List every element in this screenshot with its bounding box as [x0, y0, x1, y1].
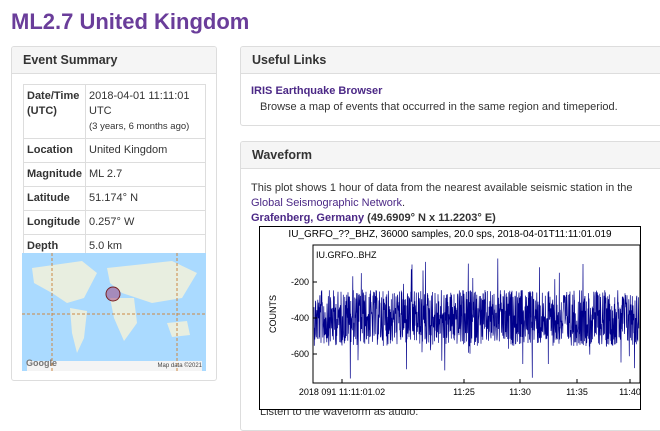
- value-text: 2018-04-01 11:11:01 UTC: [89, 90, 190, 117]
- land: [110, 298, 137, 341]
- x-tick-label: 11:30: [509, 387, 531, 397]
- land: [107, 261, 197, 303]
- land: [32, 261, 97, 303]
- intro-end: .: [402, 197, 406, 209]
- trace-path: [313, 258, 640, 379]
- row-label: Date/Time (UTC): [23, 84, 86, 139]
- useful-links-panel: Useful Links IRIS Earthquake Browser Bro…: [240, 46, 660, 126]
- land: [70, 308, 87, 353]
- row-label: Latitude: [23, 186, 86, 211]
- station-link[interactable]: Grafenberg, Germany: [251, 212, 365, 224]
- plot-title: IU_GRFO_??_BHZ, 36000 samples, 20.0 sps,…: [288, 229, 612, 240]
- row-value: 51.174° N: [85, 186, 206, 211]
- y-tick-label: -200: [291, 277, 309, 287]
- row-value: 0.257° W: [85, 210, 206, 235]
- page-title: ML2.7 United Kingdom: [11, 9, 250, 34]
- waveform-plot: IU_GRFO_??_BHZ, 36000 samples, 20.0 sps,…: [259, 226, 641, 410]
- x-tick-label: 11:25: [453, 387, 475, 397]
- plot-legend: IU.GRFO..BHZ: [316, 250, 377, 260]
- land: [27, 361, 202, 371]
- station-coords: (49.6909° N x 11.2203° E): [367, 212, 496, 224]
- link[interactable]: Global Seismographic Network: [251, 197, 403, 209]
- page: ML2.7 United Kingdom Event Summary Date/…: [11, 9, 660, 431]
- summary-table: Date/Time (UTC) 2018-04-01 11:11:01 UTC (…: [23, 84, 206, 259]
- map-attribution: Map data ©2021: [158, 362, 203, 369]
- row-value: ML 2.7: [85, 162, 206, 187]
- y-axis-label: COUNTS: [268, 295, 278, 333]
- row-label: Longitude: [23, 210, 86, 235]
- panel-heading: Useful Links: [241, 47, 660, 74]
- intro: This plot shows 1 hour of data from the …: [251, 181, 636, 211]
- value-note: (3 years, 6 months ago): [89, 121, 190, 132]
- row-value: 2018-04-01 11:11:01 UTC (3 years, 6 month…: [85, 84, 206, 139]
- axes: [312, 244, 641, 384]
- event-marker[interactable]: [105, 286, 121, 302]
- intro-text: This plot shows 1 hour of data from the …: [251, 182, 633, 194]
- link-description: Browse a map of events that occurred in …: [260, 101, 618, 113]
- x-tick-label: 11:35: [566, 387, 588, 397]
- map-logo: Google: [26, 358, 57, 368]
- map[interactable]: Google Map data ©2021: [22, 253, 206, 371]
- panel-heading: Waveform: [241, 142, 660, 169]
- event-summary-panel: Event Summary Date/Time (UTC) 2018-04-01…: [11, 46, 217, 381]
- station-line: Grafenberg, Germany (49.6909° N x 11.220…: [251, 212, 496, 224]
- waveform-trace: [313, 258, 640, 379]
- panel-heading: Event Summary: [12, 47, 216, 74]
- row-label: Magnitude: [23, 162, 86, 187]
- x-tick-label: 2018 091 11:11:01.02: [299, 387, 385, 397]
- land: [167, 321, 190, 337]
- link[interactable]: IRIS Earthquake Browser: [251, 85, 383, 97]
- row-label: Location: [23, 138, 86, 163]
- x-tick-label: 11:40: [619, 387, 641, 397]
- row-value: United Kingdom: [85, 138, 206, 163]
- y-tick-label: -400: [291, 313, 309, 323]
- y-tick-label: -600: [291, 349, 309, 359]
